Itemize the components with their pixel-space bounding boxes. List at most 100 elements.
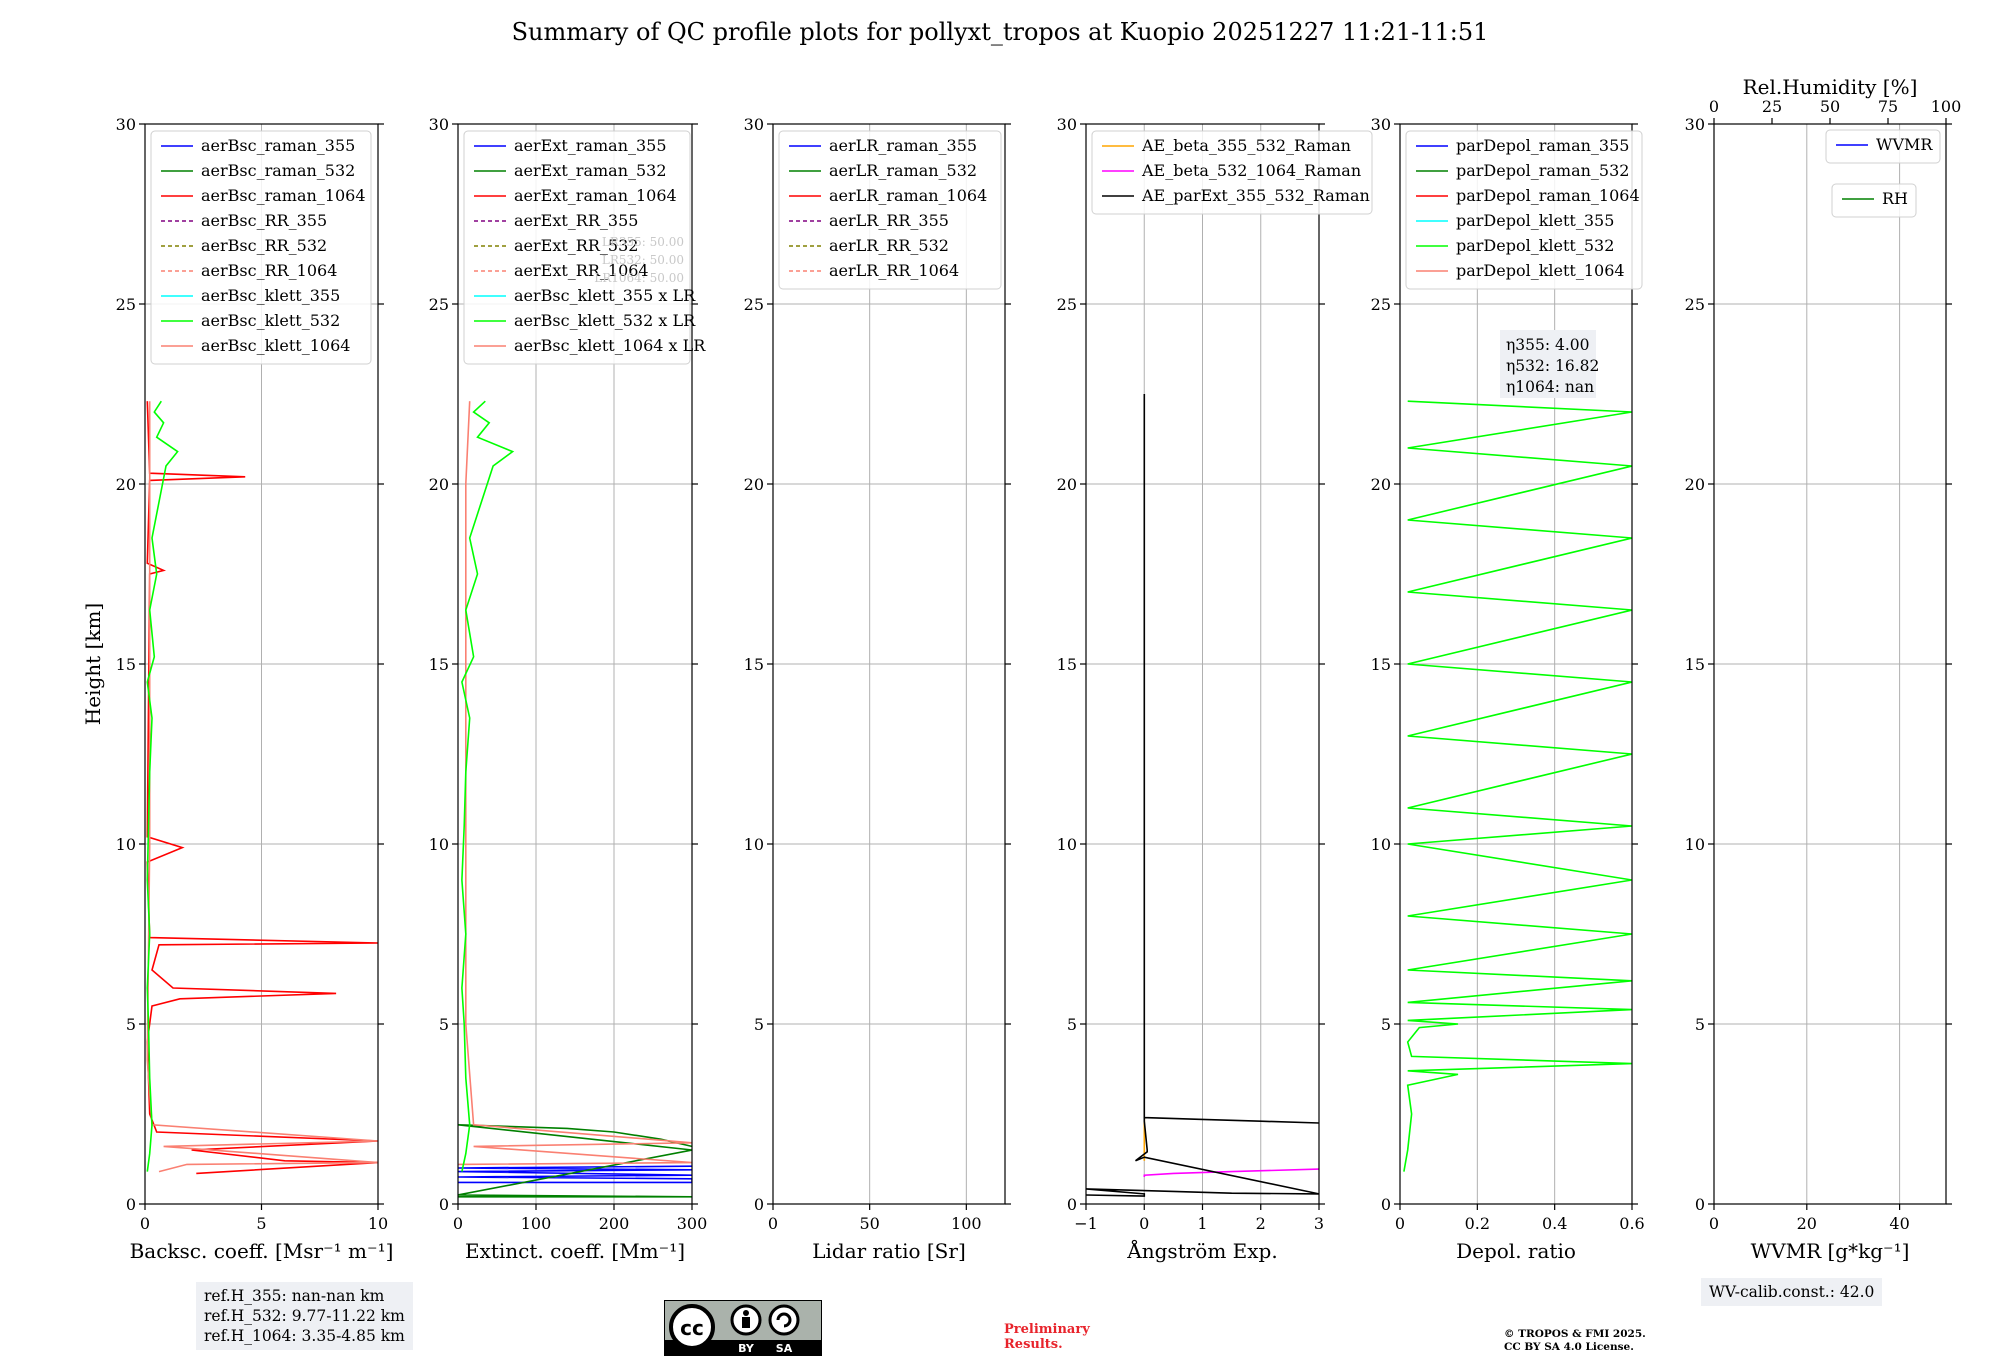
x-tick-label: 0 — [140, 1214, 150, 1233]
legend-label: aerExt_RR_532 — [514, 236, 638, 255]
legend: parDepol_raman_355 parDepol_raman_532 parD… — [1405, 130, 1643, 290]
y-tick-label: 25 — [1371, 295, 1391, 314]
y-tick-label: 20 — [744, 475, 764, 494]
legend-label: aerBsc_klett_355 — [201, 286, 340, 305]
copyright-line-2: CC BY SA 4.0 License. — [1504, 1341, 1634, 1353]
y-tick-label: 0 — [754, 1195, 764, 1214]
x-tick-label: 0.2 — [1465, 1214, 1490, 1233]
top-x-tick-label: 75 — [1878, 97, 1898, 116]
y-tick-label: 0 — [1381, 1195, 1391, 1214]
x-tick-label: 100 — [951, 1214, 982, 1233]
x-tick-label: 0 — [1139, 1214, 1149, 1233]
y-tick-label: 25 — [429, 295, 449, 314]
y-tick-label: 10 — [1057, 835, 1077, 854]
legend-label: aerExt_raman_1064 — [514, 186, 677, 205]
x-tick-label: 50 — [859, 1214, 879, 1233]
legend-box — [778, 130, 1002, 290]
y-tick-label: 5 — [439, 1015, 449, 1034]
svg-text:cc: cc — [680, 1316, 704, 1340]
legend: RH — [1831, 183, 1917, 218]
y-tick-label: 5 — [1067, 1015, 1077, 1034]
x-tick-label: 5 — [256, 1214, 266, 1233]
copyright-line-1: © TROPOS & FMI 2025. — [1504, 1328, 1646, 1340]
legend-box — [1825, 129, 1941, 164]
y-tick-label: 30 — [429, 115, 449, 134]
y-tick-label: 25 — [744, 295, 764, 314]
x-axis-label: Lidar ratio [Sr] — [812, 1239, 966, 1263]
wv-calib-box: WV-calib.const.: 42.0 — [1701, 1278, 1883, 1306]
cc-icon — [669, 1304, 715, 1350]
x-tick-label: 300 — [677, 1214, 708, 1233]
legend-label: aerExt_raman_355 — [514, 136, 667, 155]
y-tick-label: 20 — [1371, 475, 1391, 494]
legend: WVMR — [1825, 129, 1941, 164]
legend-label: aerBsc_klett_1064 — [201, 336, 350, 355]
legend-label: aerBsc_raman_355 — [201, 136, 355, 155]
y-tick-label: 5 — [1381, 1015, 1391, 1034]
y-tick-label: 15 — [116, 655, 136, 674]
cc-sa-label: SA — [776, 1342, 793, 1355]
legend-label: aerBsc_klett_1064 x LR — [514, 336, 706, 355]
preliminary-note: Preliminary Results. — [1004, 1322, 1090, 1352]
legend-label: AE_beta_532_1064_Raman — [1141, 161, 1361, 180]
x-tick-label: 1 — [1197, 1214, 1207, 1233]
x-tick-label: 100 — [521, 1214, 552, 1233]
legend-label: aerLR_raman_1064 — [829, 186, 987, 205]
y-tick-label: 20 — [1057, 475, 1077, 494]
legend-label: aerBsc_raman_1064 — [201, 186, 366, 205]
y-tick-label: 15 — [429, 655, 449, 674]
series-aerBsc_klett_532 — [146, 400, 179, 1172]
eta-box: η355: 4.00 η532: 16.82 η1064: nan — [1500, 330, 1599, 398]
figure-title: Summary of QC profile plots for pollyxt_… — [511, 18, 1489, 46]
x-axis-label: Depol. ratio — [1456, 1239, 1576, 1263]
x-tick-label: 0 — [453, 1214, 463, 1233]
y-tick-label: 20 — [1685, 475, 1705, 494]
x-tick-label: 200 — [599, 1214, 630, 1233]
series-parDepol_klett_532 — [1403, 400, 1632, 1172]
x-tick-label: 20 — [1797, 1214, 1817, 1233]
series-group — [458, 400, 692, 1198]
cc-by-label: BY — [738, 1342, 755, 1355]
x-tick-label: 0 — [1395, 1214, 1405, 1233]
x-tick-label: 2 — [1256, 1214, 1266, 1233]
x-tick-label: −1 — [1074, 1214, 1098, 1233]
panel-backscatter: 0 5 10 15 20 25 30 0 5 10 Backsc. coeff. [Msr⁻¹ m⁻… — [116, 115, 394, 1263]
series-aerExt_raman_355 — [458, 1165, 692, 1184]
y-tick-label: 15 — [744, 655, 764, 674]
y-tick-label: 10 — [1371, 835, 1391, 854]
legend-box — [1091, 130, 1373, 215]
legend-label: aerBsc_RR_355 — [201, 211, 327, 230]
series-AE_parExt_355_532_Raman — [1086, 394, 1319, 1197]
series-aerBsc_klett_1064 — [146, 401, 378, 1173]
lidar-ratio-label: LR532: 50.00 — [602, 253, 684, 267]
y-tick-label: 30 — [744, 115, 764, 134]
x-axis-label: WVMR [g*kg⁻¹] — [1751, 1239, 1910, 1263]
y-tick-label: 10 — [1685, 835, 1705, 854]
series-group — [1086, 394, 1319, 1197]
cc-by-sa-logo: cc BY SA — [664, 1300, 822, 1356]
y-tick-label: 10 — [429, 835, 449, 854]
legend-label: aerBsc_klett_532 x LR — [514, 311, 696, 330]
y-tick-label: 0 — [126, 1195, 136, 1214]
panel-depol: 0 5 10 15 20 25 30 0 0.2 0.4 0.6 Depol. ratio parDep… — [1371, 115, 1645, 1263]
legend-label: aerBsc_klett_532 — [201, 311, 340, 330]
ref-532: ref.H_532: 9.77-11.22 km — [204, 1307, 405, 1325]
lidar-ratio-label: LR355: 50.00 — [602, 235, 684, 249]
y-tick-label: 0 — [1067, 1195, 1077, 1214]
y-tick-label: 30 — [116, 115, 136, 134]
legend-label: aerLR_RR_1064 — [829, 261, 959, 280]
legend-label: aerLR_RR_355 — [829, 211, 949, 230]
top-x-tick-label: 50 — [1820, 97, 1840, 116]
series-AE_beta_532_1064_Raman — [1143, 1168, 1319, 1177]
y-tick-label: 20 — [116, 475, 136, 494]
series-aerBsc_raman_1064 — [146, 401, 378, 1175]
y-tick-label: 15 — [1685, 655, 1705, 674]
legend-label: WVMR — [1876, 135, 1933, 154]
series-group — [146, 400, 378, 1175]
ref-1064: ref.H_1064: 3.35-4.85 km — [204, 1327, 405, 1345]
legend-label: aerLR_raman_532 — [829, 161, 977, 180]
x-tick-label: 0.4 — [1542, 1214, 1567, 1233]
x-tick-label: 3 — [1314, 1214, 1324, 1233]
y-axis-label: Height [km] — [81, 603, 105, 725]
y-tick-label: 15 — [1371, 655, 1391, 674]
